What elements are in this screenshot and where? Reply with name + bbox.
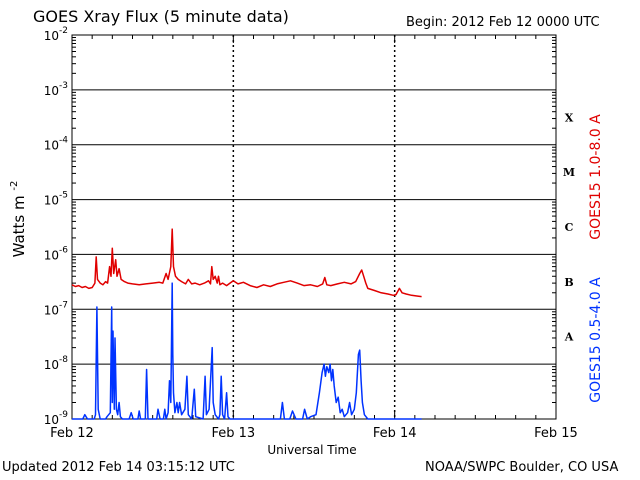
- flare-class-label: C: [565, 221, 574, 234]
- plot-frame: [71, 34, 557, 420]
- flare-class-label: M: [563, 166, 575, 179]
- y-tick-label: 10-8: [44, 355, 69, 372]
- series-line-short-wavelength: [72, 282, 422, 420]
- x-tick-label: Feb 13: [211, 426, 255, 441]
- y-tick-label: 10-3: [44, 81, 68, 98]
- y-tick-label: 10-5: [44, 191, 68, 208]
- y-tick-label: 10-7: [44, 300, 68, 317]
- x-tick-label: Feb 12: [50, 426, 94, 441]
- y-tick-label: 10-2: [44, 26, 68, 43]
- x-tick-label: Feb 14: [373, 426, 417, 441]
- y-tick-label: 10-9: [44, 410, 69, 427]
- series-line-long-wavelength: [71, 228, 422, 298]
- legend-short-wavelength: GOES15 0.5-4.0 A: [588, 277, 604, 403]
- x-axis-label: Universal Time: [267, 443, 356, 457]
- y-tick-label: 10-4: [44, 136, 69, 153]
- y-axis-label: Watts m -2: [9, 181, 28, 258]
- legend-long-wavelength: GOES15 1.0-8.0 A: [588, 114, 604, 240]
- chart-title: GOES Xray Flux (5 minute data): [33, 7, 289, 26]
- flare-class-label: B: [564, 276, 573, 289]
- x-tick-label: Feb 15: [534, 426, 578, 441]
- flare-class-label: A: [564, 331, 574, 344]
- flare-class-label: X: [565, 111, 574, 124]
- y-tick-label: 10-6: [44, 245, 69, 262]
- data-credit: NOAA/SWPC Boulder, CO USA: [425, 460, 619, 475]
- begin-time: Begin: 2012 Feb 12 0000 UTC: [406, 15, 600, 30]
- updated-timestamp: Updated 2012 Feb 14 03:15:12 UTC: [2, 460, 235, 475]
